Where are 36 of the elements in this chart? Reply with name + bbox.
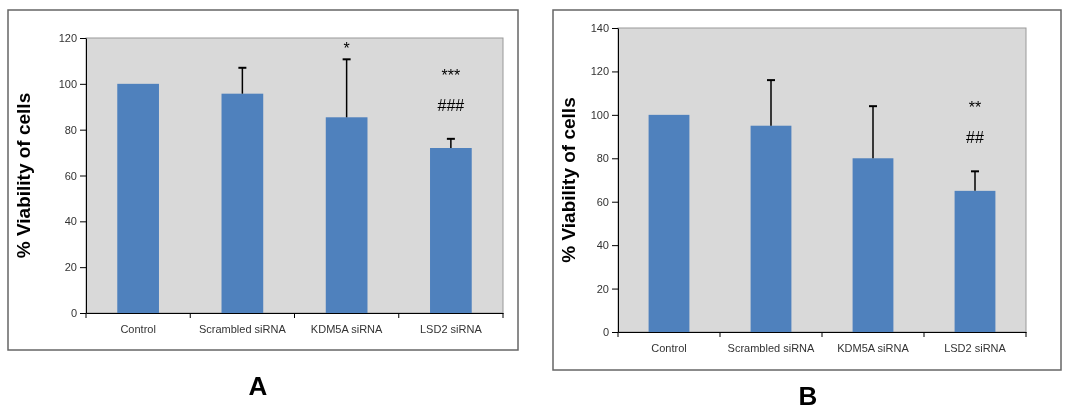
- annotation: *: [343, 40, 350, 58]
- x-tick-label: Control: [120, 322, 156, 335]
- y-tick-label: 60: [596, 195, 609, 208]
- y-tick-label: 40: [64, 215, 77, 228]
- y-tick-label: 60: [64, 169, 77, 182]
- bar: [852, 158, 894, 332]
- annotation: ###: [437, 96, 465, 114]
- x-tick-label: Control: [651, 341, 687, 354]
- y-tick-label: 40: [596, 239, 609, 252]
- x-tick-label: LSD2 siRNA: [944, 341, 1007, 354]
- x-tick-label: KDM5A siRNA: [837, 341, 910, 354]
- y-tick-label: 120: [590, 65, 609, 78]
- y-axis-title: % Viability of cells: [13, 92, 34, 259]
- x-tick-label: Scrambled siRNA: [198, 322, 287, 335]
- y-tick-label: 20: [64, 261, 77, 274]
- y-tick-label: 140: [590, 22, 609, 35]
- x-tick-label: Scrambled siRNA: [727, 341, 816, 354]
- y-tick-label: 100: [590, 108, 609, 121]
- annotation: **: [968, 99, 982, 117]
- annotation: ***: [441, 66, 461, 84]
- y-tick-label: 80: [64, 123, 77, 136]
- annotation: ##: [966, 129, 984, 147]
- y-tick-label: 20: [596, 282, 609, 295]
- y-tick-label: 120: [58, 32, 77, 45]
- bar: [648, 114, 690, 332]
- text: A: [248, 371, 268, 401]
- y-axis-title: % Viability of cells: [558, 97, 579, 263]
- bar: [750, 125, 792, 332]
- y-tick-label: 80: [596, 152, 609, 165]
- y-tick-label: 0: [602, 326, 609, 339]
- x-tick-label: LSD2 siRNA: [420, 322, 483, 335]
- y-tick-label: 0: [70, 307, 77, 320]
- text: B: [798, 381, 818, 408]
- bar: [954, 190, 996, 332]
- x-tick-label: KDM5A siRNA: [310, 322, 384, 335]
- y-tick-label: 100: [58, 77, 77, 90]
